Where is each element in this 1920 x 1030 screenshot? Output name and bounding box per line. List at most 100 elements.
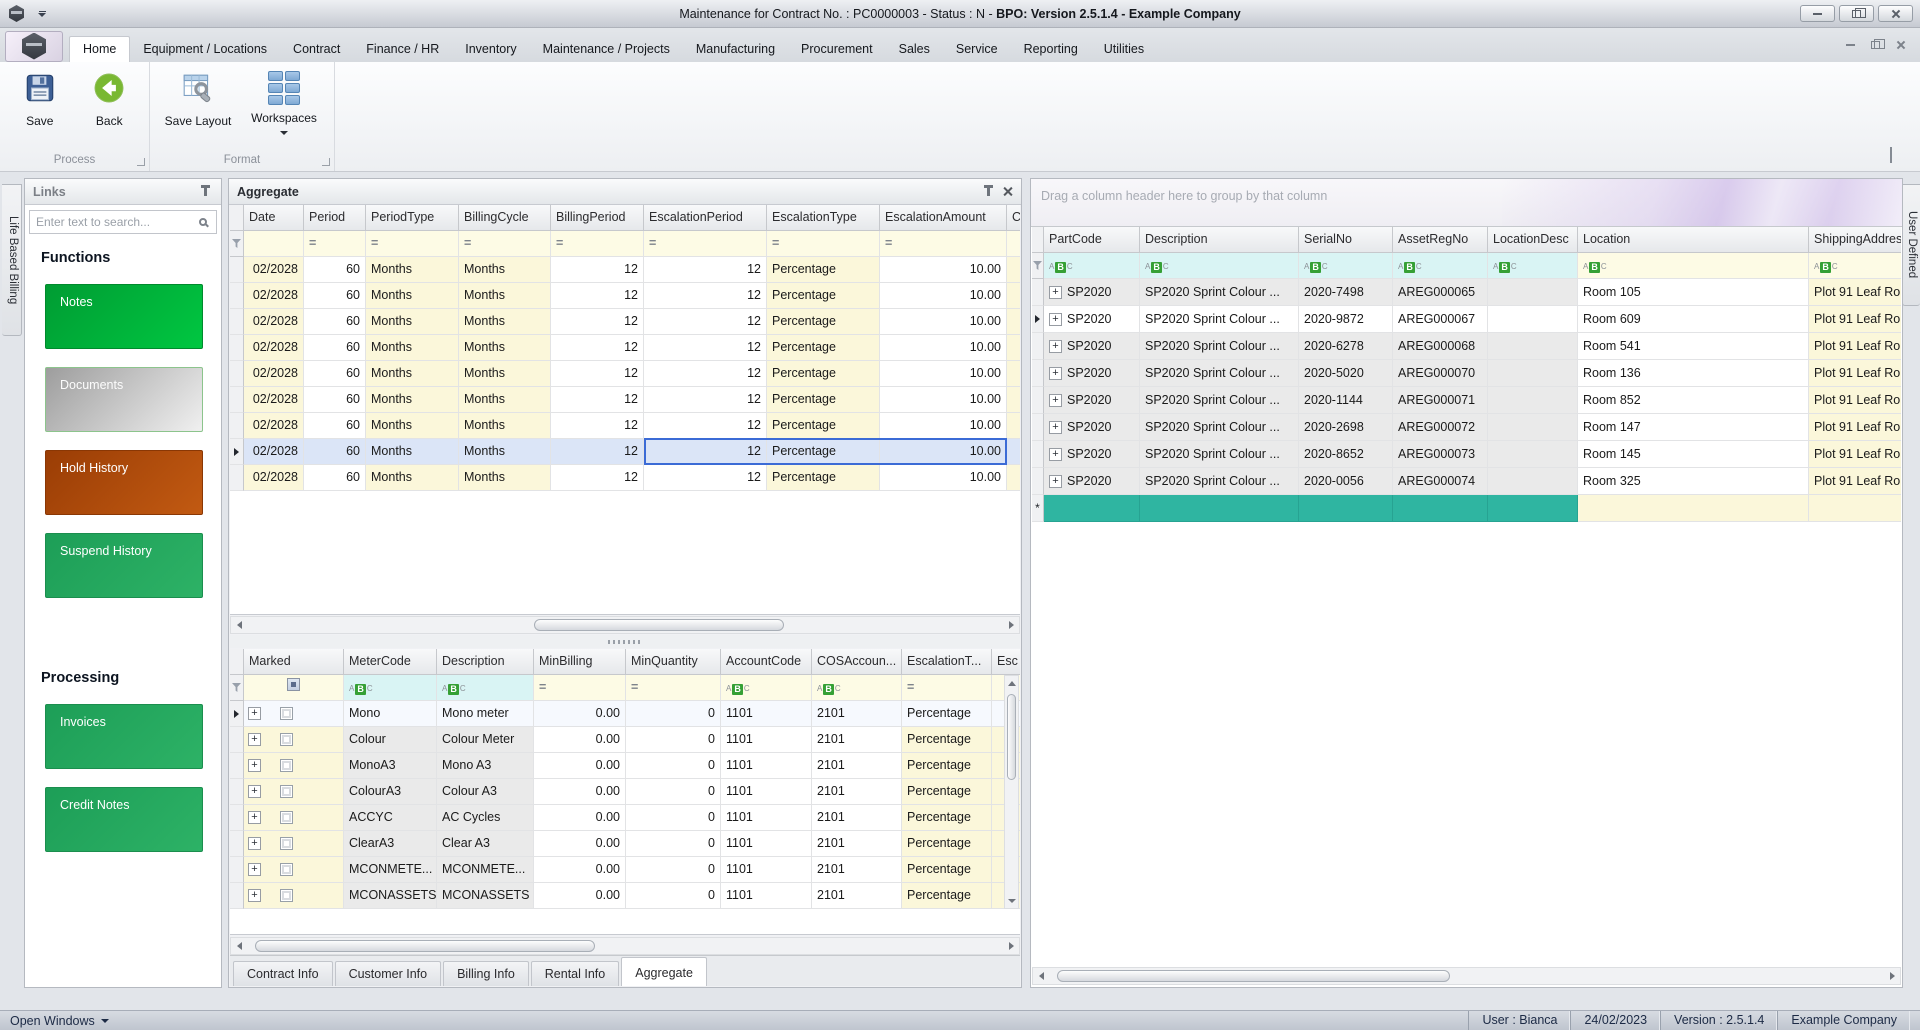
cell-minquantity[interactable]: 0 (626, 883, 721, 909)
cell-escalationamount[interactable]: 10.00 (880, 413, 1007, 439)
cell-periodtype[interactable]: Months (366, 465, 459, 491)
cell-assetregno[interactable]: AREG000068 (1393, 333, 1488, 360)
search-input[interactable] (30, 215, 199, 229)
filter-cell-periodtype[interactable]: = (366, 231, 459, 257)
cell-description[interactable]: Mono A3 (437, 753, 534, 779)
cell-partcode[interactable]: + SP2020 (1044, 360, 1140, 387)
mdi-close-button[interactable] (1896, 40, 1906, 50)
cell-escalationperiod[interactable]: 12 (644, 335, 767, 361)
cell-description[interactable]: MCONASSETS (437, 883, 534, 909)
cell-escalationt[interactable]: Percentage (902, 701, 992, 727)
cell-date[interactable]: 02/2028 (244, 309, 304, 335)
filter-cell-date[interactable] (244, 231, 304, 257)
aggregate-hscrollbar[interactable] (230, 616, 1020, 634)
cell-minbilling[interactable]: 0.00 (534, 779, 626, 805)
cell-escalationamount[interactable]: 10.00 (880, 283, 1007, 309)
cell-description[interactable]: Clear A3 (437, 831, 534, 857)
cell-shippingaddres[interactable]: Plot 91 Leaf Ro (1809, 306, 1901, 333)
scroll-left-icon[interactable] (231, 621, 247, 629)
processing-button-credit-notes[interactable]: Credit Notes (45, 787, 203, 852)
doc-tab-billing-info[interactable]: Billing Info (443, 961, 529, 986)
scrollbar-thumb[interactable] (254, 940, 595, 952)
column-header-locationdesc[interactable]: LocationDesc (1488, 227, 1578, 253)
cell-location[interactable]: Room 136 (1578, 360, 1809, 387)
cell-locationdesc[interactable] (1488, 360, 1578, 387)
cell-period[interactable]: 60 (304, 465, 366, 491)
cell-escalationt[interactable]: Percentage (902, 753, 992, 779)
cell-description[interactable]: SP2020 Sprint Colour ... (1140, 360, 1299, 387)
scrollbar-thumb[interactable] (1057, 970, 1450, 982)
column-header-partcode[interactable]: PartCode (1044, 227, 1140, 253)
column-header-escalationt[interactable]: EscalationT... (902, 649, 992, 675)
cell-metercode[interactable]: ACCYC (344, 805, 437, 831)
cell-accountcode[interactable]: 1101 (721, 779, 812, 805)
expand-icon[interactable]: + (248, 863, 261, 876)
save-button[interactable]: Save (6, 68, 74, 152)
menu-tab-sales[interactable]: Sales (898, 42, 930, 56)
cell-location[interactable]: Room 325 (1578, 468, 1809, 495)
cell-cosaccoun[interactable]: 2101 (812, 831, 902, 857)
cell-cosaccoun[interactable]: 2101 (812, 701, 902, 727)
column-header-minquantity[interactable]: MinQuantity (626, 649, 721, 675)
cell-partcode[interactable]: + SP2020 (1044, 468, 1140, 495)
cell-locationdesc[interactable] (1488, 333, 1578, 360)
cell-cosaccoun[interactable]: 2101 (812, 727, 902, 753)
close-button[interactable] (1878, 5, 1913, 22)
cell-escalationperiod[interactable]: 12 (644, 387, 767, 413)
column-header-description[interactable]: Description (437, 649, 534, 675)
column-header-billingperiod[interactable]: BillingPeriod (551, 205, 644, 231)
restore-button[interactable] (1839, 5, 1874, 22)
column-header-description[interactable]: Description (1140, 227, 1299, 253)
scrollbar-thumb[interactable] (534, 619, 784, 631)
cell-marked[interactable]: + (244, 805, 344, 831)
cell-billingperiod[interactable]: 12 (551, 413, 644, 439)
cell-serialno[interactable]: 2020-7498 (1299, 279, 1393, 306)
column-header-period[interactable]: Period (304, 205, 366, 231)
scroll-left-icon[interactable] (231, 942, 247, 950)
function-button-documents[interactable]: Documents (45, 367, 203, 432)
cell-minbilling[interactable]: 0.00 (534, 727, 626, 753)
cell-minquantity[interactable]: 0 (626, 857, 721, 883)
cell-escalationamount[interactable]: 10.00 (880, 387, 1007, 413)
cell-description[interactable]: AC Cycles (437, 805, 534, 831)
cell-billingperiod[interactable]: 12 (551, 439, 644, 465)
cell-description[interactable]: SP2020 Sprint Colour ... (1140, 279, 1299, 306)
cell-location[interactable]: Room 147 (1578, 414, 1809, 441)
cell-date[interactable]: 02/2028 (244, 283, 304, 309)
cell-escalationperiod[interactable]: 12 (644, 283, 767, 309)
cell-accountcode[interactable]: 1101 (721, 831, 812, 857)
cell-escalationperiod[interactable]: 12 (644, 439, 767, 465)
filter-cell-billingcycle[interactable]: = (459, 231, 551, 257)
cell-serialno[interactable]: 2020-6278 (1299, 333, 1393, 360)
column-header-accountcode[interactable]: AccountCode (721, 649, 812, 675)
column-header-location[interactable]: Location (1578, 227, 1809, 253)
function-button-hold-history[interactable]: Hold History (45, 450, 203, 515)
column-header-minbilling[interactable]: MinBilling (534, 649, 626, 675)
cell-billingcycle[interactable]: Months (459, 413, 551, 439)
cell-billingcycle[interactable]: Months (459, 335, 551, 361)
cell-periodtype[interactable]: Months (366, 283, 459, 309)
marked-checkbox[interactable] (280, 759, 293, 772)
cell-description[interactable]: SP2020 Sprint Colour ... (1140, 333, 1299, 360)
doc-tab-customer-info[interactable]: Customer Info (334, 961, 442, 986)
processing-button-invoices[interactable]: Invoices (45, 704, 203, 769)
cell-period[interactable]: 60 (304, 387, 366, 413)
meter-hscrollbar[interactable] (230, 937, 1020, 955)
cell-date[interactable]: 02/2028 (244, 361, 304, 387)
cell-minquantity[interactable]: 0 (626, 805, 721, 831)
cell-marked[interactable]: + (244, 857, 344, 883)
new-row-cell-shippingaddres[interactable] (1809, 495, 1901, 522)
cell-escalationt[interactable]: Percentage (902, 805, 992, 831)
cell-description[interactable]: SP2020 Sprint Colour ... (1140, 387, 1299, 414)
cell-locationdesc[interactable] (1488, 279, 1578, 306)
cell-location[interactable]: Room 609 (1578, 306, 1809, 333)
cell-periodtype[interactable]: Months (366, 387, 459, 413)
cell-escalationtype[interactable]: Percentage (767, 361, 880, 387)
expand-icon[interactable]: + (248, 837, 261, 850)
cell-billingcycle[interactable]: Months (459, 439, 551, 465)
cell-locationdesc[interactable] (1488, 387, 1578, 414)
